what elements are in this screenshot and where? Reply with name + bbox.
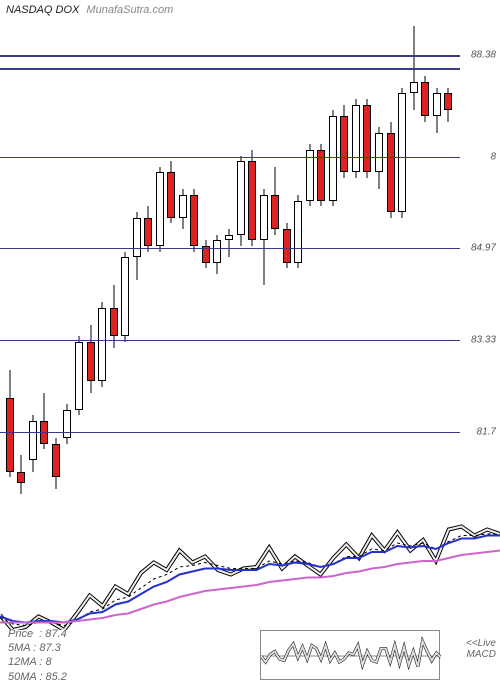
price-level-line xyxy=(0,432,460,433)
stat-5ma: 5MA : 87.3 xyxy=(8,641,67,655)
ticker-label: NASDAQ DOX xyxy=(6,4,79,16)
candle xyxy=(52,20,60,500)
candle xyxy=(179,20,187,500)
indicator-line-fast xyxy=(0,527,500,631)
price-level-line xyxy=(0,68,460,70)
candle xyxy=(237,20,245,500)
candle xyxy=(421,20,429,500)
stat-price: Price : 87.4 xyxy=(8,627,67,641)
candle xyxy=(225,20,233,500)
candle xyxy=(75,20,83,500)
candle xyxy=(190,20,198,500)
candle xyxy=(144,20,152,500)
candle xyxy=(294,20,302,500)
candle xyxy=(260,20,268,500)
indicator-line-mid xyxy=(0,536,500,623)
candle xyxy=(248,20,256,500)
candle xyxy=(17,20,25,500)
candle xyxy=(63,20,71,500)
candle xyxy=(167,20,175,500)
candle xyxy=(202,20,210,500)
candle xyxy=(6,20,14,500)
indicator-line-slow xyxy=(0,551,500,623)
macd-label: <<Live MACD xyxy=(466,638,496,660)
candle xyxy=(283,20,291,500)
price-level-label: 8 xyxy=(490,152,496,163)
candle xyxy=(410,20,418,500)
candle xyxy=(363,20,371,500)
macd-text: MACD xyxy=(466,649,496,660)
price-level-label: 83.33 xyxy=(471,335,496,346)
indicator-panel: <<Live MACD Price : 87.4 5MA : 87.3 12MA… xyxy=(0,510,500,690)
indicator-lines xyxy=(0,510,500,630)
candle xyxy=(387,20,395,500)
candle xyxy=(121,20,129,500)
candle xyxy=(133,20,141,500)
candle xyxy=(352,20,360,500)
candle xyxy=(87,20,95,500)
candle xyxy=(29,20,37,500)
price-level-line xyxy=(0,340,460,341)
candle xyxy=(156,20,164,500)
candle xyxy=(398,20,406,500)
stat-12ma: 12MA : 8 xyxy=(8,655,67,669)
price-level-line xyxy=(0,248,460,249)
candle xyxy=(329,20,337,500)
candle-area xyxy=(4,20,454,500)
candlestick-chart: 88.38 8 84.97 83.33 81.7 xyxy=(0,20,500,500)
candle xyxy=(98,20,106,500)
candle xyxy=(340,20,348,500)
stats-block: Price : 87.4 5MA : 87.3 12MA : 8 50MA : … xyxy=(8,627,67,684)
macd-chart xyxy=(261,631,441,681)
candle xyxy=(444,20,452,500)
candle xyxy=(110,20,118,500)
price-level-line xyxy=(0,55,460,57)
candle xyxy=(213,20,221,500)
price-level-label: 88.38 xyxy=(471,50,496,61)
price-level-line xyxy=(0,157,460,158)
site-label: MunafaSutra.com xyxy=(86,4,173,16)
macd-box xyxy=(260,630,440,680)
stat-50ma: 50MA : 85.2 xyxy=(8,670,67,684)
candle xyxy=(317,20,325,500)
price-level-label: 84.97 xyxy=(471,242,496,253)
indicator-line-dashed xyxy=(0,534,500,626)
live-label: <<Live xyxy=(466,638,496,649)
candle xyxy=(433,20,441,500)
candle xyxy=(271,20,279,500)
chart-header: NASDAQ DOX MunafaSutra.com xyxy=(6,4,173,16)
price-level-label: 81.7 xyxy=(477,427,496,438)
candle xyxy=(306,20,314,500)
candle xyxy=(375,20,383,500)
candle xyxy=(40,20,48,500)
